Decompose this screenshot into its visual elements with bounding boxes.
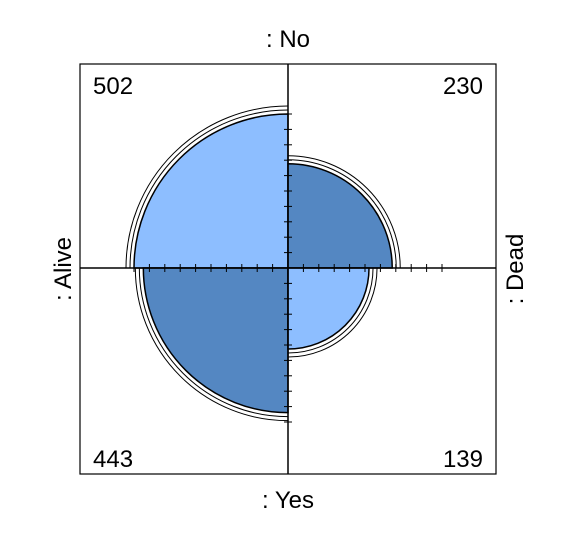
- count-no-dead: 230: [443, 73, 483, 100]
- confidence-ring-no-alive-2: [129, 109, 289, 269]
- top-label: : No: [266, 26, 310, 53]
- quadrant-no-dead: [287, 163, 393, 269]
- confidence-ring-no-alive-1: [125, 105, 289, 269]
- count-no-alive: 502: [93, 73, 133, 100]
- confidence-ring-yes-dead-1: [287, 267, 378, 358]
- quadrant-yes-alive: [142, 267, 289, 414]
- confidence-ring-no-dead-2: [287, 159, 397, 269]
- confidence-ring-yes-dead-2: [287, 267, 374, 354]
- right-label: : Dead: [502, 234, 529, 305]
- quadrant-group: [125, 105, 401, 422]
- quadrant-yes-dead: [287, 267, 370, 350]
- left-label: : Alive: [50, 237, 77, 301]
- bottom-label: : Yes: [262, 487, 314, 514]
- confidence-ring-no-dead-1: [287, 155, 401, 269]
- confidence-ring-yes-alive-2: [138, 267, 289, 418]
- count-yes-dead: 139: [443, 446, 483, 473]
- count-yes-alive: 443: [93, 446, 133, 473]
- axes-group: [80, 64, 496, 474]
- confidence-ring-yes-alive-1: [134, 267, 289, 422]
- quadrant-no-alive: [133, 113, 289, 269]
